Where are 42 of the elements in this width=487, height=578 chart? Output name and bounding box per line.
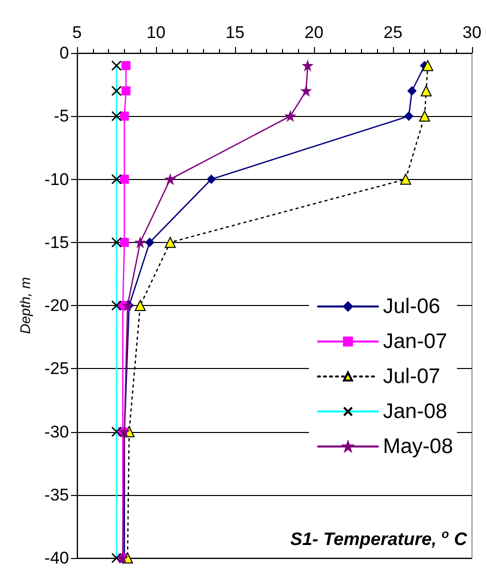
- point: [420, 85, 432, 96]
- annotation: S1- Temperature, o C: [290, 527, 468, 549]
- point: [121, 86, 130, 96]
- y-tick-label: -15: [44, 232, 69, 252]
- point: [120, 238, 129, 247]
- point: [301, 86, 312, 96]
- point: [302, 60, 313, 71]
- point: [134, 300, 146, 311]
- y-tick-label: -10: [44, 170, 69, 189]
- legend-label: Jul-06: [382, 295, 440, 318]
- point: [165, 174, 176, 184]
- legend-label: May-08: [382, 435, 454, 458]
- y-tick-label: -35: [44, 485, 69, 504]
- x-tick-label: 15: [226, 23, 244, 42]
- x-tick-label: 10: [146, 23, 166, 42]
- point: [404, 112, 414, 121]
- point: [419, 110, 430, 122]
- point: [145, 238, 154, 247]
- legend-label: Jan-08: [382, 400, 448, 423]
- x-tick-label: 30: [462, 23, 482, 42]
- y-tick-label: 0: [60, 44, 69, 62]
- y-tick-label: -25: [44, 359, 69, 378]
- point: [422, 60, 434, 72]
- point: [120, 112, 129, 121]
- x-tick-label: 20: [304, 23, 324, 42]
- y-axis-title: Depth, m: [17, 276, 33, 334]
- point: [121, 61, 130, 70]
- x-tick-label: 25: [384, 23, 402, 42]
- point: [285, 111, 296, 122]
- y-tick-label: -20: [44, 296, 69, 315]
- point: [400, 174, 412, 185]
- point: [164, 236, 176, 248]
- x-tick-label: 5: [72, 23, 82, 42]
- legend-label: Jul-07: [382, 365, 440, 388]
- point: [135, 237, 146, 248]
- point: [407, 86, 416, 96]
- y-tick-label: -5: [54, 106, 69, 126]
- point: [120, 174, 129, 184]
- y-tick-label: -40: [44, 548, 69, 568]
- y-tick-label: -30: [44, 422, 69, 442]
- legend-label: Jan-07: [382, 330, 448, 353]
- point: [206, 174, 216, 184]
